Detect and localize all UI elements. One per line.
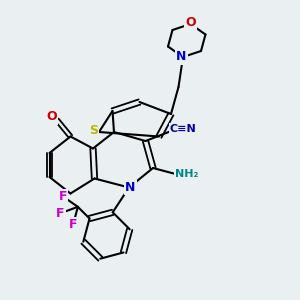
Text: N: N	[125, 181, 136, 194]
Text: O: O	[46, 110, 57, 124]
Text: O: O	[185, 16, 196, 29]
Text: F: F	[58, 190, 67, 203]
Text: F: F	[69, 218, 77, 231]
Text: NH₂: NH₂	[175, 169, 199, 179]
Text: S: S	[89, 124, 98, 137]
Text: F: F	[56, 207, 64, 220]
Text: C≡N: C≡N	[169, 124, 196, 134]
Text: N: N	[176, 50, 187, 64]
